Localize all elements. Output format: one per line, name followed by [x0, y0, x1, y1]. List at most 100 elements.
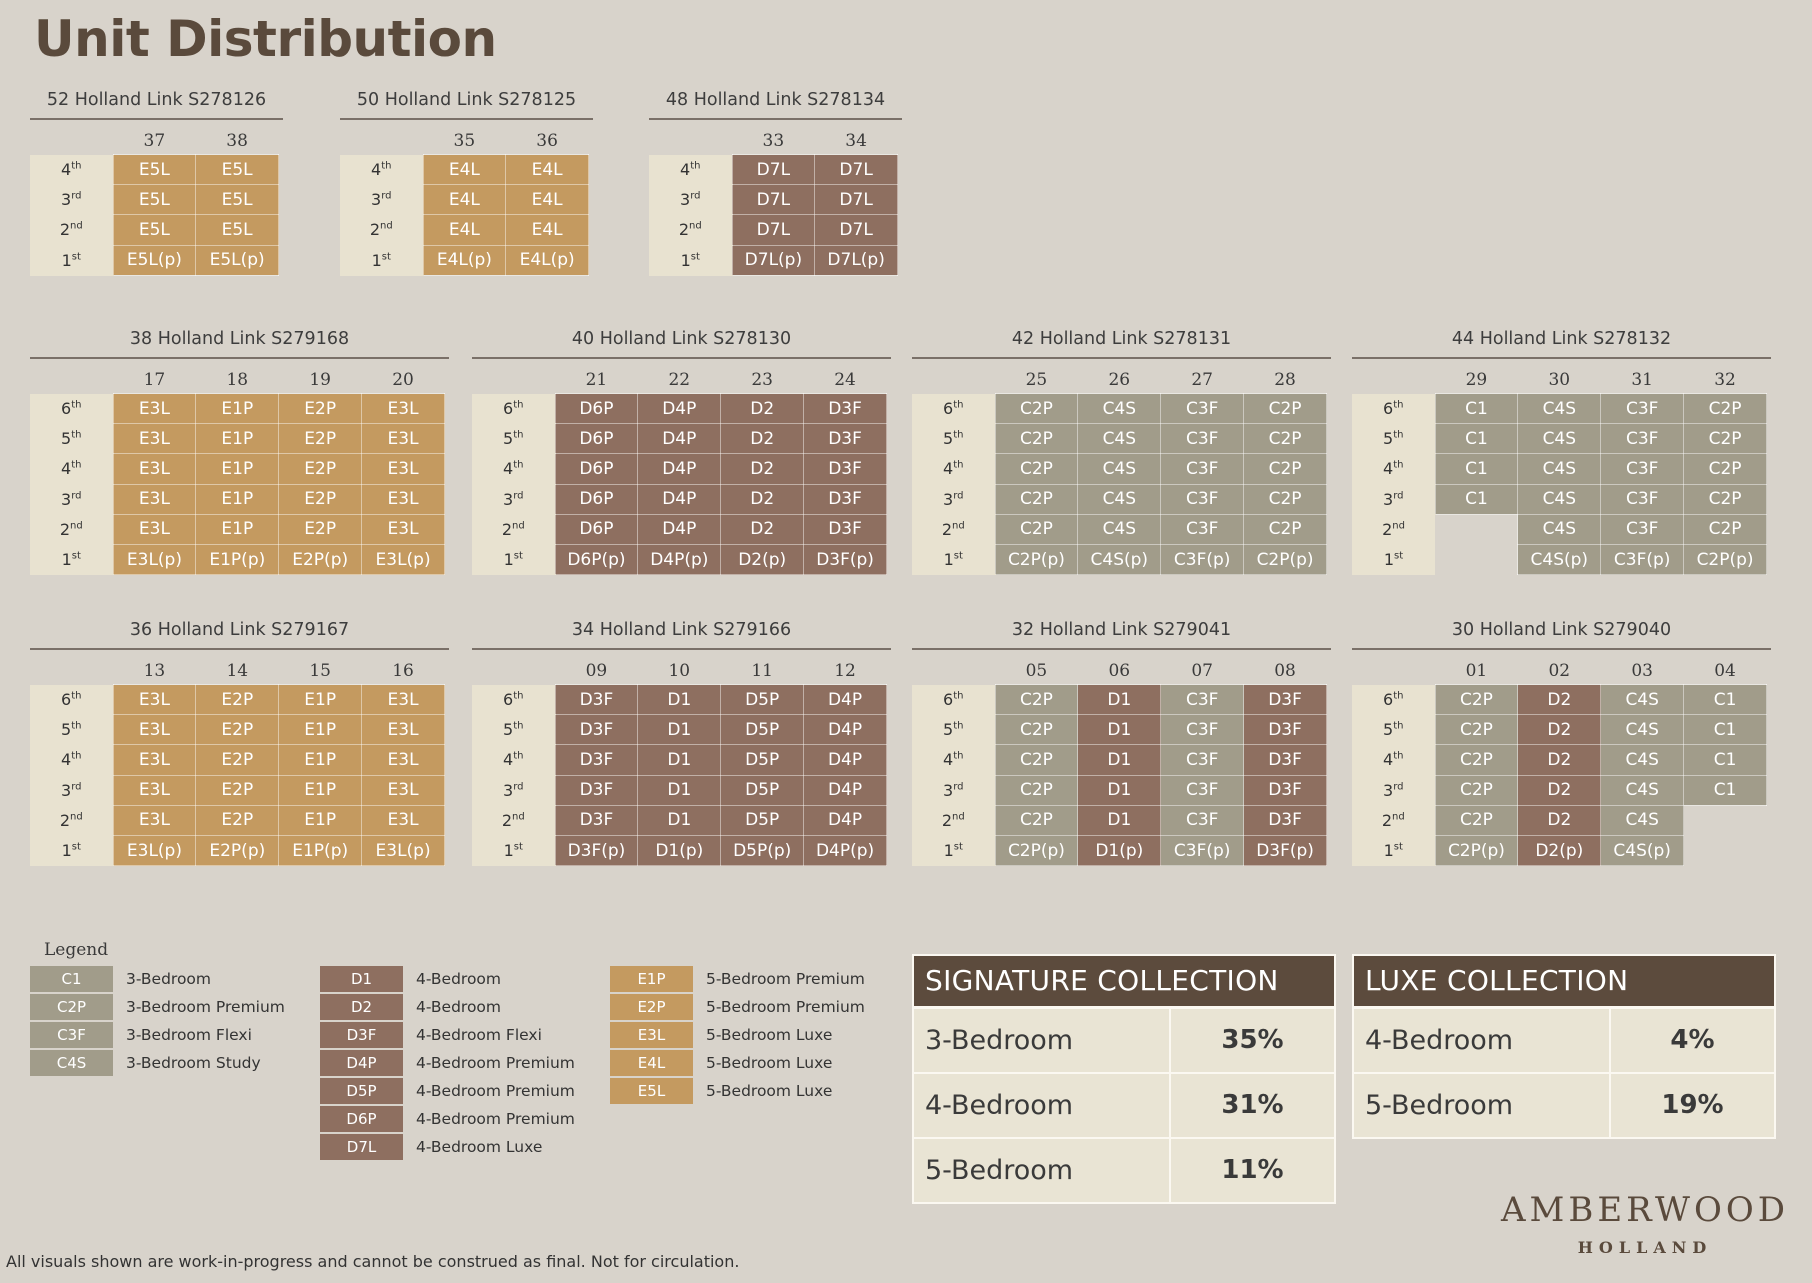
- floor-suffix: rd: [953, 490, 964, 502]
- stack-number: 14: [226, 661, 249, 681]
- unit-cell: D3F: [554, 774, 639, 806]
- floor-suffix: st: [953, 841, 963, 853]
- unit-cell: E4L: [505, 184, 589, 216]
- floor-row: 1st D3F(p) D1(p) D5P(p) D4P(p): [472, 834, 887, 867]
- legend-swatch: C3F: [30, 1022, 113, 1048]
- legend-swatch: C2P: [30, 994, 113, 1020]
- unit-cell: C4S: [1517, 423, 1602, 455]
- unit-cell: D4P(p): [803, 834, 887, 867]
- unit-cell: E1P: [195, 392, 280, 425]
- floor-row: 2nd C4S C3F C2P: [1352, 513, 1767, 545]
- unit-cell: C4S: [1600, 744, 1685, 776]
- floor-number: 2: [59, 519, 70, 539]
- unit-cell: E5L: [195, 184, 279, 216]
- stack-number: 34: [845, 131, 867, 151]
- floor-row: 4th D7L D7L: [649, 153, 898, 186]
- unit-cell: D1: [637, 774, 722, 806]
- unit-cell: E3L: [112, 774, 197, 806]
- unit-cell: E2P: [195, 683, 280, 716]
- floor-number: 2: [678, 220, 689, 240]
- unit-cell: C3F: [1600, 423, 1685, 455]
- unit-cell: C4S: [1077, 483, 1162, 515]
- unit-cell: E2P(p): [278, 543, 363, 576]
- floor-suffix: nd: [512, 811, 525, 823]
- legend-label: 5-Bedroom Premium: [706, 998, 865, 1016]
- floor-suffix: rd: [71, 190, 82, 202]
- unit-cell: E4L: [422, 184, 507, 216]
- floor-row: 1st C2P(p) C4S(p) C3F(p) C2P(p): [912, 543, 1327, 576]
- floor-number: 5: [503, 720, 514, 740]
- unit-cell: C2P: [1683, 392, 1767, 425]
- unit-cell: E3L: [112, 423, 197, 455]
- unit-cell: E5L(p): [195, 244, 279, 276]
- collection-percent: 4%: [1670, 1025, 1715, 1055]
- unit-cell: E2P: [278, 483, 363, 515]
- floor-number: 3: [371, 190, 382, 210]
- floor-label: 6th: [30, 684, 113, 716]
- floor-suffix: th: [953, 460, 964, 472]
- unit-cell: D1: [637, 683, 722, 716]
- floor-number: 5: [61, 720, 72, 740]
- unit-grid: 09 10 11 12 6th D3F D1 D5P D4P 5th D3F D1 D5P D4P 4th D…: [472, 658, 887, 867]
- unit-cell: E1P: [195, 453, 280, 485]
- unit-cell: D7L: [731, 153, 816, 186]
- stack-number: 08: [1274, 661, 1296, 681]
- unit-cell: E2P(p): [195, 834, 280, 867]
- unit-cell: D2: [720, 483, 805, 515]
- unit-cell: C3F: [1160, 683, 1245, 716]
- collection-title: LUXE COLLECTION: [1354, 956, 1774, 1009]
- stack-number: 02: [1548, 661, 1571, 681]
- unit-cell: E3L(p): [361, 543, 445, 576]
- floor-number: 1: [61, 250, 72, 270]
- unit-cell: C2P: [1243, 392, 1327, 425]
- unit-cell: C4S: [1517, 483, 1602, 515]
- floor-number: 1: [943, 550, 954, 570]
- floor-number: 4: [371, 159, 382, 179]
- brand-sub: HOLLAND: [1577, 1238, 1713, 1257]
- floor-number: 4: [680, 159, 691, 179]
- unit-cell: D7L: [731, 184, 816, 216]
- header-spacer: [912, 367, 995, 394]
- unit-cell: E3L: [112, 483, 197, 515]
- floor-number: 3: [1383, 489, 1394, 509]
- building-block: 30 Holland Link S279040 01 02 03 04 6th C2P D2 C…: [1352, 618, 1771, 867]
- floor-suffix: th: [690, 160, 701, 172]
- empty-cell: [1435, 514, 1518, 544]
- unit-cell: D6P: [554, 392, 639, 425]
- floor-label: 1st: [472, 835, 555, 867]
- block-title: 52 Holland Link S278126: [30, 88, 283, 120]
- unit-cell: E2P: [195, 774, 280, 806]
- floor-row: 3rd E3L E2P E1P E3L: [30, 774, 445, 806]
- floor-row: 3rd D6P D4P D2 D3F: [472, 483, 887, 515]
- floor-number: 6: [1383, 689, 1394, 709]
- floor-number: 2: [501, 810, 512, 830]
- floor-number: 4: [1383, 459, 1394, 479]
- unit-cell: C2P(p): [1683, 543, 1767, 576]
- block-title: 38 Holland Link S279168: [30, 327, 449, 359]
- collection-table: SIGNATURE COLLECTION 3-Bedroom 35% 4-Bedroo…: [912, 954, 1336, 1204]
- header-spacer: [1352, 367, 1435, 394]
- header-spacer: [912, 658, 995, 685]
- unit-cell: C2P: [994, 804, 1079, 836]
- floor-number: 2: [369, 220, 380, 240]
- floor-row: 2nd C2P D1 C3F D3F: [912, 804, 1327, 836]
- stack-number: 03: [1631, 661, 1653, 681]
- unit-cell: D3F: [803, 513, 887, 545]
- floor-row: 5th D3F D1 D5P D4P: [472, 714, 887, 746]
- floor-number: 5: [61, 429, 72, 449]
- floor-number: 2: [1382, 519, 1393, 539]
- empty-cell: [1684, 805, 1767, 835]
- floor-row: 1st C4S(p) C3F(p) C2P(p): [1352, 543, 1767, 576]
- unit-cell: E5L: [112, 214, 197, 246]
- unit-cell: C1: [1683, 744, 1767, 776]
- legend-title: Legend: [44, 940, 109, 960]
- unit-cell: E5L(p): [112, 244, 197, 276]
- unit-cell: C1: [1683, 714, 1767, 746]
- stack-number: 27: [1191, 370, 1213, 390]
- block-title: 30 Holland Link S279040: [1352, 618, 1771, 650]
- floor-row: 1st E3L(p) E1P(p) E2P(p) E3L(p): [30, 543, 445, 576]
- floor-label: 4th: [30, 453, 113, 485]
- unit-grid: 29 30 31 32 6th C1 C4S C3F C2P 5th C1 C4S C3F C2P 4th C…: [1352, 367, 1767, 576]
- unit-cell: C4S: [1077, 513, 1162, 545]
- unit-cell: C3F(p): [1160, 834, 1245, 867]
